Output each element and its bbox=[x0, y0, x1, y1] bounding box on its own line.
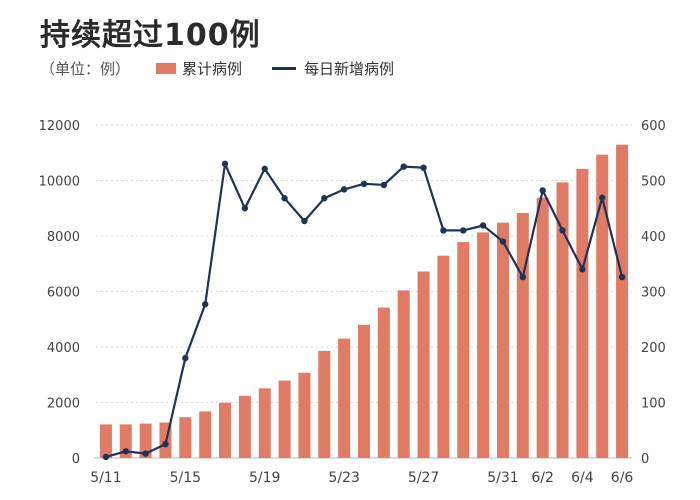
daily-new-point bbox=[182, 354, 189, 362]
daily-new-point bbox=[122, 448, 129, 455]
bar bbox=[119, 424, 132, 458]
bar bbox=[318, 350, 331, 458]
daily-new-point bbox=[340, 186, 348, 193]
bar bbox=[417, 271, 430, 458]
daily-new-point bbox=[201, 301, 209, 308]
bar bbox=[238, 395, 251, 458]
x-tick-label: 6/4 bbox=[571, 470, 594, 486]
x-tick-label: 5/19 bbox=[249, 470, 280, 486]
left-tick-label: 4000 bbox=[47, 341, 80, 356]
bar bbox=[99, 424, 112, 458]
left-axis-labels: 0 2000 4000 6000 8000 10000 12000 bbox=[39, 119, 80, 467]
right-tick-label: 100 bbox=[641, 397, 666, 412]
bar bbox=[536, 197, 549, 458]
bar bbox=[278, 380, 291, 458]
daily-new-point bbox=[400, 163, 407, 170]
daily-new-point bbox=[142, 450, 149, 457]
bar bbox=[358, 324, 370, 458]
daily-new-point bbox=[102, 453, 110, 461]
left-tick-label: 10000 bbox=[39, 175, 80, 190]
right-tick-label: 200 bbox=[641, 341, 666, 356]
daily-new-point bbox=[440, 227, 447, 234]
legend-item-cumulative: 累计病例 bbox=[156, 58, 242, 79]
left-tick-label: 2000 bbox=[47, 397, 80, 412]
daily-new-point bbox=[460, 227, 467, 234]
right-tick-label: 600 bbox=[641, 119, 666, 134]
daily-new-point bbox=[519, 273, 527, 281]
right-tick-label: 500 bbox=[641, 175, 666, 190]
left-tick-label: 0 bbox=[72, 452, 80, 467]
daily-new-point bbox=[479, 222, 487, 229]
bar bbox=[556, 182, 569, 458]
daily-new-point bbox=[618, 273, 626, 281]
daily-new-point bbox=[420, 164, 427, 171]
bar bbox=[338, 338, 351, 458]
daily-new-point bbox=[261, 165, 268, 173]
x-axis-labels: 5/11 5/15 5/19 5/23 5/27 5/31 6/2 6/4 6/6 bbox=[90, 470, 633, 486]
daily-new-point bbox=[539, 187, 546, 194]
bar bbox=[258, 388, 271, 458]
bar bbox=[199, 411, 212, 458]
legend-item-daily: 每日新增病例 bbox=[272, 58, 394, 79]
daily-new-point bbox=[301, 217, 308, 225]
daily-new-point bbox=[579, 266, 586, 273]
daily-new-point bbox=[559, 227, 566, 234]
x-tick-label: 5/27 bbox=[408, 470, 439, 486]
bar bbox=[298, 372, 311, 458]
daily-new-point bbox=[281, 195, 288, 202]
daily-new-point bbox=[599, 194, 606, 201]
x-tick-label: 5/11 bbox=[90, 470, 121, 486]
daily-new-point bbox=[321, 195, 328, 202]
legend-swatch-bar bbox=[156, 63, 177, 74]
bar bbox=[516, 212, 529, 458]
bar bbox=[457, 242, 470, 458]
line-series bbox=[102, 160, 626, 461]
left-tick-label: 8000 bbox=[47, 230, 80, 245]
daily-new-point bbox=[221, 160, 229, 168]
bar bbox=[219, 402, 232, 458]
bar bbox=[596, 154, 609, 458]
daily-new-point bbox=[162, 440, 169, 448]
bar bbox=[616, 144, 629, 458]
x-tick-label: 5/31 bbox=[487, 470, 518, 486]
right-tick-label: 0 bbox=[641, 452, 649, 467]
bar bbox=[377, 307, 390, 458]
bar bbox=[397, 290, 410, 458]
bar bbox=[496, 222, 509, 458]
left-tick-label: 6000 bbox=[47, 286, 80, 301]
daily-new-point bbox=[380, 181, 388, 189]
left-tick-label: 12000 bbox=[39, 119, 80, 134]
daily-new-point bbox=[241, 205, 249, 212]
bar bbox=[139, 423, 152, 458]
unit-label: （单位：例） bbox=[40, 60, 131, 78]
x-tick-label: 5/15 bbox=[170, 470, 201, 486]
daily-new-point bbox=[499, 238, 507, 245]
chart-legend: （单位：例） 累计病例 每日新增病例 bbox=[40, 58, 424, 79]
legend-label-daily: 每日新增病例 bbox=[304, 60, 395, 78]
bar bbox=[179, 417, 192, 458]
right-axis-labels: 0 100 200 300 400 500 600 bbox=[641, 119, 666, 467]
daily-new-point bbox=[360, 180, 368, 188]
bar bbox=[477, 232, 490, 458]
x-tick-label: 6/6 bbox=[611, 470, 634, 486]
legend-label-cumulative: 累计病例 bbox=[182, 60, 243, 78]
bar-series bbox=[99, 144, 629, 458]
chart-title-line2: 持续超过100例 bbox=[40, 18, 261, 53]
x-tick-label: 5/23 bbox=[328, 470, 359, 486]
bar bbox=[437, 255, 450, 458]
x-tick-label: 6/2 bbox=[531, 470, 554, 486]
right-tick-label: 300 bbox=[641, 286, 666, 301]
bar bbox=[576, 168, 589, 458]
legend-swatch-line bbox=[272, 67, 297, 70]
right-tick-label: 400 bbox=[641, 230, 666, 245]
